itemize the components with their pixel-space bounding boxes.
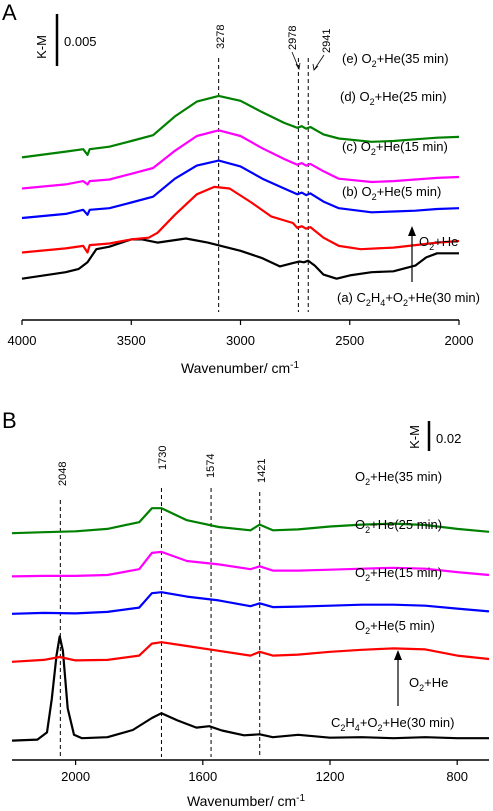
panel-b-arrow-head — [394, 650, 402, 660]
series-label-15min: O2+He(15 min) — [355, 565, 442, 583]
series-label-35min: O2+He(35 min) — [355, 469, 442, 487]
x-tick-label-1200: 1200 — [316, 769, 345, 784]
panel-b-xlabel: Wavenumber/ cm-1 — [187, 793, 306, 809]
series-label-a: (a) C2H4+O2+He(30 min) — [337, 290, 480, 308]
panel-b-x-ticks: 2000 1600 1200 800 — [61, 760, 468, 784]
peak-label-2978: 2978 — [287, 26, 299, 50]
peak-label-1730: 1730 — [157, 446, 169, 470]
x-tick-label-2500: 2500 — [335, 333, 364, 348]
spectrum-o2-he-25min — [11, 550, 490, 578]
panel-a-xlabel: Wavenumber/ cm-1 — [181, 360, 300, 376]
panel-b-letter: B — [2, 408, 17, 433]
peak-label-1574: 1574 — [205, 454, 217, 478]
series-label-5min: O2+He(5 min) — [355, 618, 435, 636]
series-label-c2h4-30min: C2H4+O2+He(30 min) — [331, 715, 454, 733]
spectrum-c-o2-he-15min — [21, 159, 460, 220]
x-tick-label-2000: 2000 — [61, 769, 90, 784]
panel-b-series — [11, 507, 490, 742]
panel-a-x-ticks: 4000 3500 3000 2500 2000 — [8, 320, 474, 348]
series-label-e: (e) O2+He(35 min) — [342, 51, 449, 69]
spectrum-a-c2h4-o2-he-30min — [21, 237, 459, 280]
series-label-25min: O2+He(25 min) — [355, 517, 442, 535]
panel-a-series — [21, 94, 460, 280]
panel-a-ylabel: K-M — [34, 35, 49, 59]
panel-a-letter: A — [2, 0, 17, 25]
panel-b-scale-bar-value: 0.02 — [436, 431, 461, 446]
panel-a-arrow-label: O2+He — [419, 234, 458, 252]
x-tick-label-3500: 3500 — [117, 333, 146, 348]
peak-label-2941: 2941 — [321, 29, 333, 53]
peak-pointer-2941 — [313, 54, 325, 71]
x-tick-label-3000: 3000 — [226, 333, 255, 348]
peak-label-3278: 3278 — [215, 25, 227, 49]
panel-b-ylabel: K-M — [407, 425, 422, 449]
spectrum-c2h4-o2-he-30min — [11, 635, 489, 742]
panel-a-arrow-head — [408, 226, 416, 236]
series-label-d: (d) O2+He(25 min) — [340, 89, 447, 107]
panel-a-peak-lines — [218, 58, 309, 312]
spectrum-o2-he-5min — [11, 641, 490, 663]
spectrum-b-o2-he-5min — [21, 185, 460, 254]
peak-pointer-head-2941 — [312, 63, 319, 71]
panel-a-scale-bar-value: 0.005 — [64, 34, 97, 49]
series-label-c: (c) O2+He(15 min) — [342, 139, 448, 157]
series-label-b: (b) O2+He(5 min) — [342, 184, 441, 202]
peak-label-1421: 1421 — [256, 459, 268, 483]
spectrum-o2-he-35min — [11, 507, 490, 535]
x-tick-label-800: 800 — [446, 769, 468, 784]
peak-label-2048: 2048 — [57, 462, 69, 486]
peak-pointer-head-2978 — [295, 62, 301, 71]
panel-b: B K-M 0.02 2048 1730 1574 1421 C2H4+O2+H… — [2, 408, 490, 809]
spectrum-o2-he-15min — [11, 591, 490, 615]
spectrum-d-o2-he-25min — [21, 129, 460, 190]
panel-b-arrow-label: O2+He — [409, 675, 448, 693]
x-tick-label-2000: 2000 — [445, 333, 474, 348]
peak-pointer-2978 — [291, 51, 300, 70]
panel-a: A K-M 0.005 3278 2978 2941 (a) C2H4+O2+H… — [2, 0, 480, 376]
x-tick-label-1600: 1600 — [188, 769, 217, 784]
spectrum-e-o2-he-35min — [21, 94, 460, 159]
x-tick-label-4000: 4000 — [8, 333, 37, 348]
